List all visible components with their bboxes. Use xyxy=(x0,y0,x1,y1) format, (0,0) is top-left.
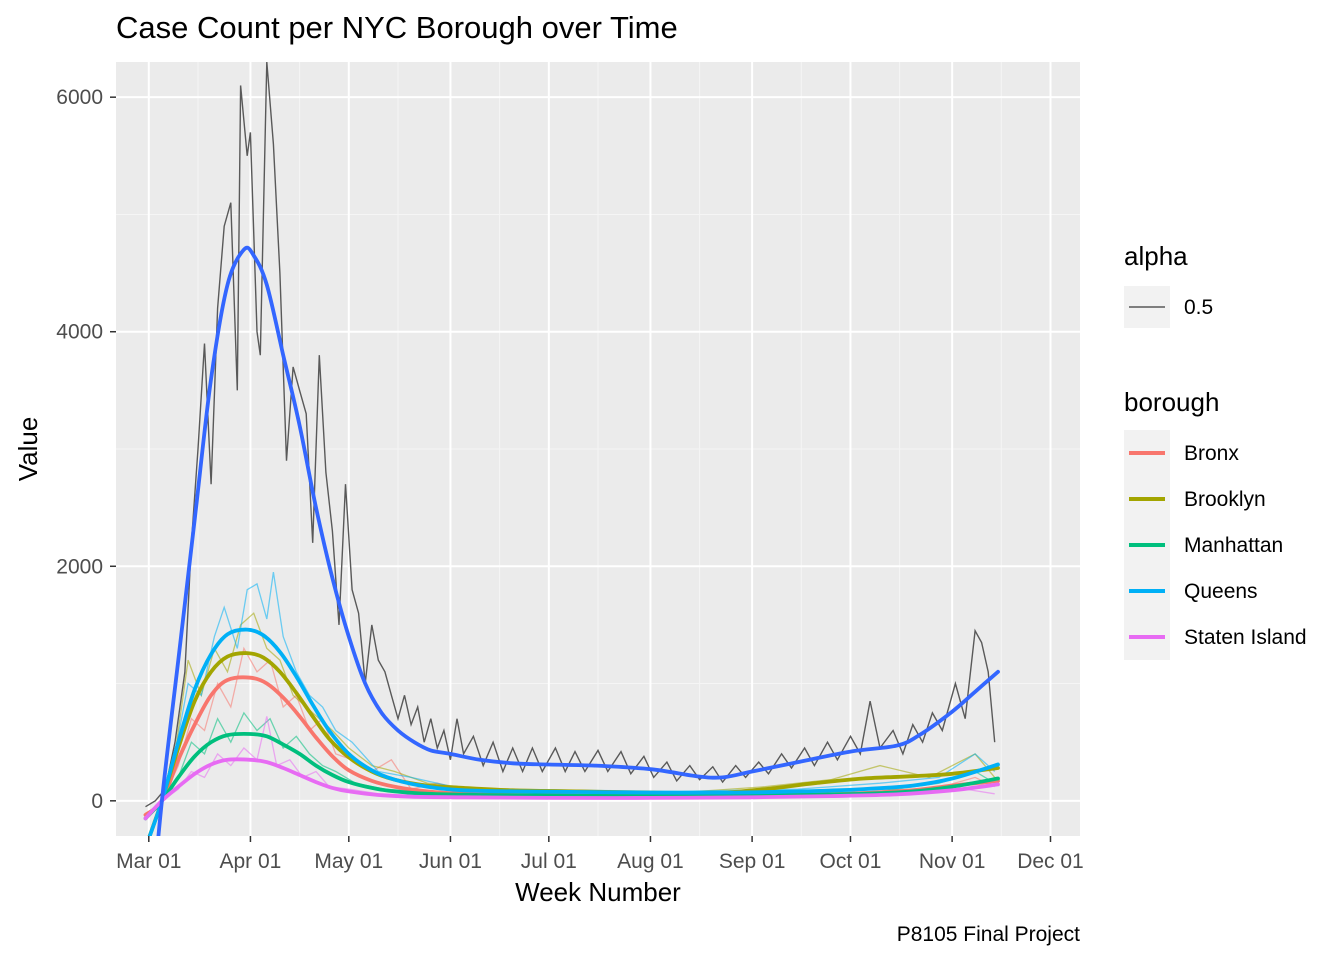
legend-label: Brooklyn xyxy=(1184,488,1266,511)
legend-label: Staten Island xyxy=(1184,626,1307,649)
y-tick-label: 0 xyxy=(91,790,103,813)
grid-minor xyxy=(116,62,1080,836)
y-tick-label: 2000 xyxy=(56,555,103,578)
x-tick-label: Apr 01 xyxy=(219,850,281,873)
y-axis-title: Value xyxy=(13,417,43,482)
x-tick-label: Nov 01 xyxy=(919,850,986,873)
chart-title: Case Count per NYC Borough over Time xyxy=(116,10,678,45)
x-tick-label: May 01 xyxy=(314,850,383,873)
x-axis: Mar 01 Apr 01 May 01 Jun 01 Jul 01 Aug 01 Sep … xyxy=(116,836,1084,873)
x-tick-label: Mar 01 xyxy=(116,850,181,873)
x-tick-label: Dec 01 xyxy=(1017,850,1084,873)
legend-label: Bronx xyxy=(1184,442,1239,465)
legend-title-borough: borough xyxy=(1124,387,1219,417)
smooth-line-staten-island xyxy=(143,757,1000,821)
legend-title-alpha: alpha xyxy=(1124,241,1188,271)
legend-label: Manhattan xyxy=(1184,534,1283,557)
caption: P8105 Final Project xyxy=(897,923,1080,946)
legend-label: Queens xyxy=(1184,580,1258,603)
smooth-line-total xyxy=(156,245,1000,836)
smooth-line-queens xyxy=(147,627,1000,836)
x-tick-label: Jun 01 xyxy=(419,850,482,873)
series-layer xyxy=(143,62,1000,836)
x-tick-label: Aug 01 xyxy=(617,850,684,873)
x-tick-label: Jul 01 xyxy=(521,850,577,873)
x-tick-label: Sep 01 xyxy=(719,850,786,873)
legend-label: 0.5 xyxy=(1184,296,1213,319)
x-tick-label: Oct 01 xyxy=(820,850,882,873)
y-tick-label: 4000 xyxy=(56,321,103,344)
y-tick-label: 6000 xyxy=(56,86,103,109)
legend: alpha 0.5 borough Bronx Brooklyn Manhattan Que… xyxy=(1124,241,1307,660)
y-axis: 0 2000 4000 6000 xyxy=(56,86,116,813)
x-axis-title: Week Number xyxy=(515,877,681,907)
